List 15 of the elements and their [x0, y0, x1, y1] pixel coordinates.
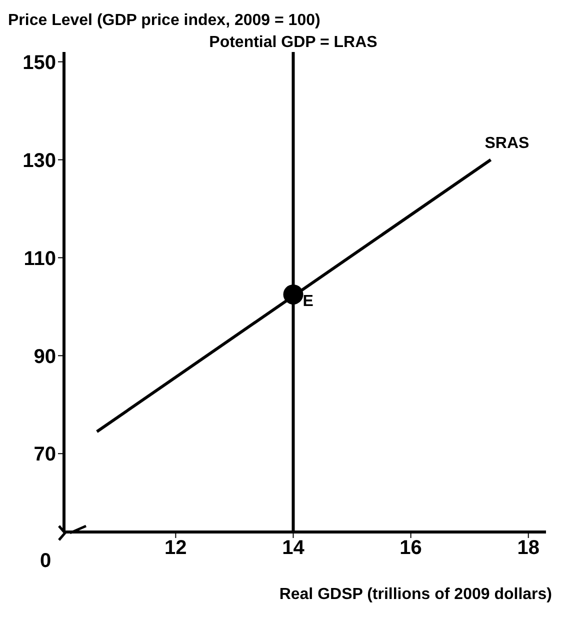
text: 0 — [40, 550, 52, 573]
y-tick-label: 70 — [34, 444, 56, 466]
y-tick-label: 130 — [22, 150, 56, 172]
y-tick-label: 90 — [34, 346, 56, 368]
series-label: E — [302, 292, 314, 310]
x-axis-title: Real GDSP (trillions of 2009 dollars) — [279, 586, 552, 604]
series-label: SRAS — [484, 134, 530, 152]
y-tick-label: 110 — [24, 248, 56, 270]
x-tick-label: 14 — [282, 537, 306, 560]
x-tick-label: 16 — [400, 537, 422, 560]
x-tick-label: 18 — [517, 537, 540, 560]
y-tick-label: 150 — [22, 52, 56, 74]
ref-line-label: Potential GDP = LRAS — [209, 34, 378, 51]
y-axis-title: Price Level (GDP price index, 2009 = 100) — [8, 12, 320, 30]
x-tick-label: 12 — [164, 537, 187, 560]
